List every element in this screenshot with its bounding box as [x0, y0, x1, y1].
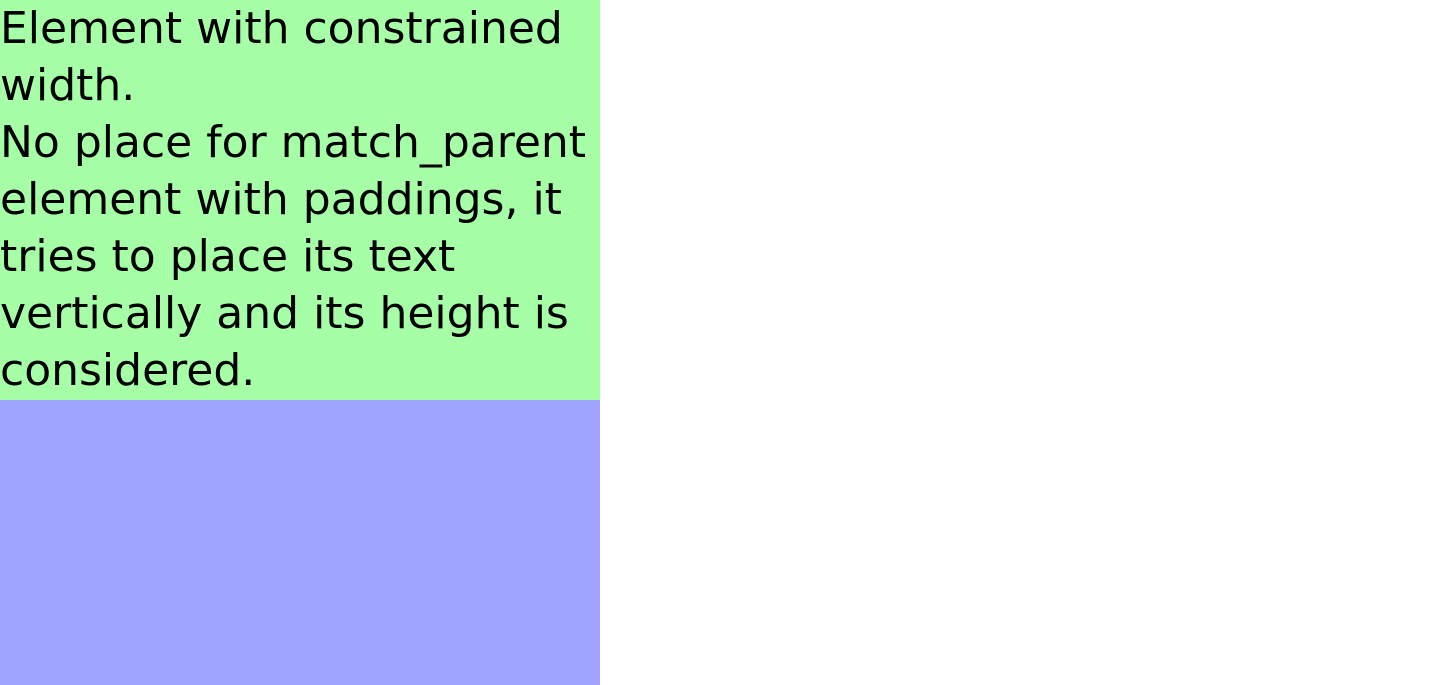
text-line: width. — [0, 60, 136, 111]
constrained-text-block: Element with constrained width. No place… — [0, 0, 600, 400]
layout-container: Element with constrained width. No place… — [0, 0, 600, 685]
text-line: No place for match_parent — [0, 117, 587, 168]
text-line: considered. — [0, 345, 256, 396]
text-line: Element with constrained — [0, 3, 563, 54]
text-line: tries to place its text — [0, 231, 456, 282]
text-line: vertically and its height is — [0, 288, 569, 339]
text-line: element with paddings, it — [0, 174, 562, 225]
match-parent-block — [0, 400, 600, 685]
